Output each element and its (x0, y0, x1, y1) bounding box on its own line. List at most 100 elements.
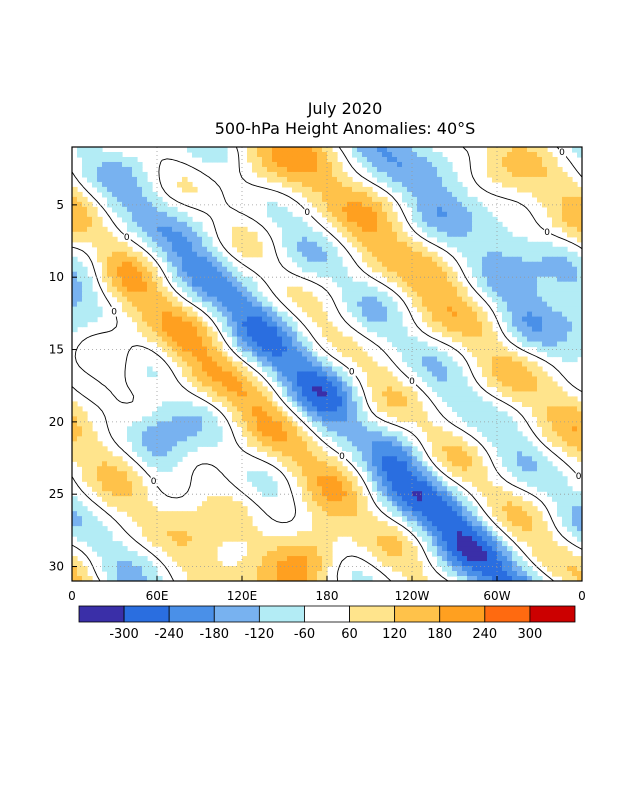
field-cell (192, 371, 198, 378)
field-cell (177, 446, 183, 452)
field-cell (102, 486, 108, 492)
field-cell (307, 366, 313, 373)
field-cell (477, 226, 483, 233)
field-cell (82, 266, 88, 273)
field-cell (142, 526, 148, 532)
field-cell (127, 206, 133, 213)
field-cell (472, 506, 478, 512)
field-cell (87, 231, 93, 238)
field-cell (122, 266, 128, 273)
field-cell (182, 431, 188, 437)
field-cell (177, 321, 183, 328)
field-cell (542, 416, 548, 422)
field-cell (367, 151, 373, 158)
field-cell (537, 476, 543, 482)
field-cell (382, 501, 388, 507)
field-cell (452, 466, 458, 472)
field-cell (107, 261, 113, 268)
field-cell (157, 446, 163, 452)
field-cell (477, 326, 483, 333)
field-cell (237, 386, 243, 393)
field-cell (547, 181, 553, 188)
field-cell (352, 451, 358, 457)
field-cell (357, 221, 363, 228)
field-cell (382, 521, 388, 527)
field-cell (267, 426, 273, 432)
field-cell (362, 306, 368, 313)
field-cell (112, 466, 118, 472)
field-cell (472, 396, 478, 403)
field-cell (507, 256, 513, 263)
field-cell (547, 281, 553, 288)
field-cell (552, 291, 558, 298)
field-cell (367, 236, 373, 243)
field-cell (317, 471, 323, 477)
field-cell (242, 231, 248, 238)
field-cell (447, 216, 453, 223)
field-cell (552, 431, 558, 437)
field-cell (497, 286, 503, 293)
field-cell (412, 451, 418, 457)
field-cell (147, 211, 153, 218)
field-cell (392, 491, 398, 497)
field-cell (162, 466, 168, 472)
field-cell (487, 261, 493, 268)
field-cell (422, 291, 428, 298)
field-cell (252, 241, 258, 248)
field-cell (182, 521, 188, 527)
field-cell (367, 147, 373, 153)
field-cell (297, 446, 303, 452)
field-cell (387, 266, 393, 273)
field-cell (287, 251, 293, 258)
field-cell (252, 151, 258, 158)
field-cell (212, 431, 218, 437)
field-cell (282, 326, 288, 333)
field-cell (152, 201, 158, 208)
field-cell (537, 316, 543, 323)
field-cell (187, 266, 193, 273)
field-cell (152, 271, 158, 278)
field-cell (212, 256, 218, 263)
field-cell (332, 276, 338, 283)
field-cell (242, 416, 248, 422)
field-cell (212, 416, 218, 422)
field-cell (327, 461, 333, 467)
field-cell (332, 516, 338, 522)
field-cell (192, 376, 198, 383)
field-cell (497, 221, 503, 228)
field-cell (437, 256, 443, 263)
field-cell (407, 441, 413, 447)
field-cell (572, 331, 578, 338)
field-cell (497, 511, 503, 517)
field-cell (427, 346, 433, 353)
field-cell (472, 391, 478, 398)
field-cell (132, 261, 138, 268)
field-cell (467, 241, 473, 248)
field-cell (142, 301, 148, 308)
field-cell (197, 416, 203, 422)
field-cell (252, 401, 258, 407)
field-cell (197, 316, 203, 323)
field-cell (557, 191, 563, 198)
field-cell (322, 236, 328, 243)
field-cell (407, 386, 413, 393)
field-cell (167, 451, 173, 457)
field-cell (82, 286, 88, 293)
field-cell (482, 471, 488, 477)
field-cell (347, 236, 353, 243)
field-cell (552, 191, 558, 198)
field-cell (537, 161, 543, 168)
field-cell (507, 306, 513, 313)
field-cell (552, 256, 558, 263)
field-cell (382, 466, 388, 472)
field-cell (102, 171, 108, 178)
field-cell (287, 231, 293, 238)
field-cell (332, 486, 338, 492)
field-cell (477, 356, 483, 363)
field-cell (77, 236, 83, 243)
field-cell (207, 496, 213, 502)
field-cell (542, 401, 548, 407)
field-cell (152, 206, 158, 213)
field-cell (257, 441, 263, 447)
field-cell (322, 156, 328, 163)
